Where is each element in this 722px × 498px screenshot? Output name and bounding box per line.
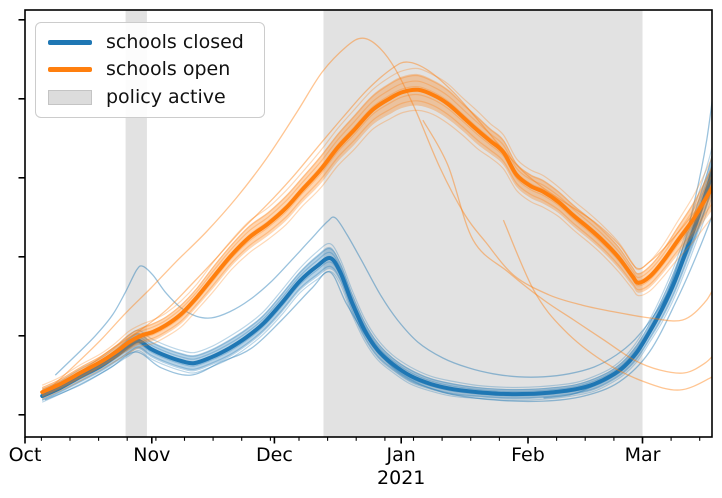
policy-active-bands <box>125 10 643 437</box>
legend-item-schools-open: schools open <box>48 60 252 79</box>
ensemble-member-line <box>41 160 712 394</box>
ensemble-member-line <box>41 80 712 390</box>
legend-line-swatch-schools-open <box>48 67 92 73</box>
series-schools-open <box>40 37 712 400</box>
x-tick-label: Feb <box>511 444 545 466</box>
x-tick-label: Mar <box>625 444 661 466</box>
x-tick-label: Nov <box>133 444 170 466</box>
series-schools-closed <box>40 97 712 403</box>
legend-label: schools closed <box>106 31 244 54</box>
legend-label: schools open <box>106 58 231 81</box>
legend-patch-swatch-policy-active <box>48 89 92 105</box>
ensemble-member-line <box>41 193 712 403</box>
x-tick-label: Jan <box>386 444 416 466</box>
legend-label: policy active <box>106 85 226 108</box>
series-data <box>40 37 712 403</box>
ensemble-run-line <box>422 119 712 374</box>
ensemble-member-line <box>41 184 712 401</box>
legend: schools closed schools open policy activ… <box>35 22 265 118</box>
tick-labels: Oct Nov Dec Jan Feb Mar 2021 <box>9 444 661 489</box>
ensemble-run-line <box>502 219 712 391</box>
axes <box>18 9 713 444</box>
ensemble-member-line <box>41 109 712 400</box>
ensemble-member-line <box>41 144 712 390</box>
legend-item-policy-active: policy active <box>48 85 252 108</box>
plot-spines <box>24 9 713 438</box>
ensemble-member-line <box>41 100 712 397</box>
ensemble-run-line <box>50 61 712 391</box>
x-tick-label: Oct <box>9 444 42 466</box>
ensemble-run-line <box>49 37 712 389</box>
x-tick-label: Dec <box>256 444 293 466</box>
ensemble-member-line <box>41 74 712 389</box>
ensemble-run-line <box>54 185 712 378</box>
ensemble-run-line <box>44 214 712 403</box>
legend-item-schools-closed: schools closed <box>48 33 252 52</box>
ensemble-member-line <box>41 153 712 393</box>
ensemble-member-line <box>41 67 712 386</box>
mean-line-schools-open <box>40 87 712 395</box>
mean-line-schools-closed <box>40 163 712 398</box>
x-axis-year-label: 2021 <box>377 467 425 489</box>
policy-active-band <box>323 10 643 437</box>
legend-line-swatch-schools-closed <box>48 40 92 46</box>
